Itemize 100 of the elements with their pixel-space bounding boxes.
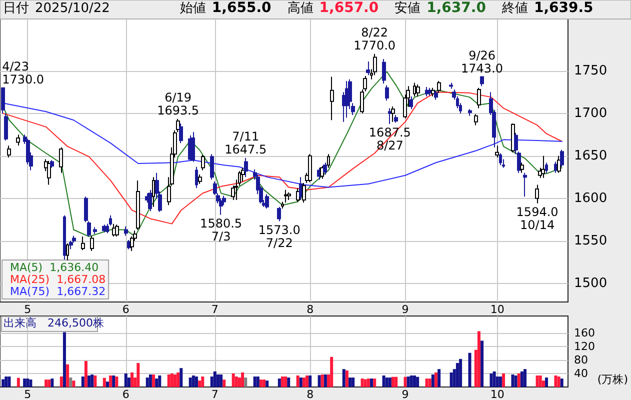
candlestick <box>241 167 245 182</box>
text: 終値 <box>500 1 528 16</box>
x-tick-label: 7 <box>211 303 218 316</box>
candlestick <box>148 189 152 212</box>
x-tick-label: 9 <box>402 388 409 400</box>
bar <box>66 364 70 387</box>
candlestick <box>63 214 66 260</box>
bar <box>26 378 30 387</box>
candlestick <box>198 174 202 184</box>
bar <box>287 378 290 387</box>
candlestick <box>195 166 198 189</box>
bar <box>385 378 388 387</box>
bar <box>262 380 266 387</box>
bar <box>84 360 88 387</box>
bar <box>514 376 518 387</box>
bar <box>112 376 116 387</box>
bar <box>136 362 140 387</box>
bar <box>81 376 84 387</box>
bar <box>299 378 302 387</box>
candlestick <box>81 236 85 251</box>
x-tick-label: 8 <box>306 303 314 316</box>
bar <box>44 380 48 387</box>
bar <box>520 371 524 387</box>
candlestick <box>477 87 481 109</box>
bar <box>438 369 441 387</box>
candlestick <box>320 166 324 180</box>
bar <box>69 378 72 387</box>
y-tick-label: 40 <box>574 366 588 380</box>
bar <box>284 376 288 387</box>
bar <box>296 376 300 387</box>
bar <box>72 380 76 387</box>
bar <box>524 369 527 387</box>
bar <box>48 380 51 387</box>
bar <box>220 374 223 387</box>
bar <box>90 374 94 387</box>
bar <box>477 331 480 387</box>
candlestick <box>499 152 502 166</box>
candlestick <box>541 155 545 178</box>
candlestick <box>244 157 248 178</box>
bar <box>176 372 180 387</box>
x-tick-label: 9 <box>402 303 409 316</box>
candlestick <box>281 201 284 210</box>
bar <box>115 376 118 387</box>
bar <box>256 376 260 387</box>
bar <box>492 371 496 387</box>
bar <box>234 376 238 387</box>
candlestick <box>90 235 94 252</box>
candlestick <box>287 192 291 201</box>
candlestick <box>382 58 386 84</box>
annotation: 1573.0 7/22 <box>258 222 300 250</box>
bar <box>382 376 386 387</box>
annotation: 7/11 1647.5 <box>224 129 267 156</box>
text: 1,639.5 <box>534 0 594 16</box>
bar <box>320 374 324 387</box>
bar <box>167 374 170 387</box>
text: 高値 <box>287 0 314 16</box>
chart-title: 出来高 246,500株 <box>4 316 104 330</box>
candlestick <box>284 189 287 204</box>
bar <box>554 376 558 387</box>
bar <box>102 378 106 387</box>
bar <box>302 378 306 387</box>
bar <box>391 376 394 387</box>
bar <box>394 376 398 387</box>
y-tick-label: 1600 <box>574 190 608 206</box>
bar <box>148 374 152 387</box>
candlestick <box>495 145 499 158</box>
bar <box>468 352 472 387</box>
bar <box>130 372 134 387</box>
candlestick <box>179 123 183 144</box>
bar <box>278 378 281 387</box>
bar <box>490 373 493 387</box>
candlestick <box>480 76 484 87</box>
bar <box>348 378 352 387</box>
bar <box>545 378 548 387</box>
text: 1,637.0 <box>426 0 486 16</box>
x-tick-label: 6 <box>122 303 130 316</box>
candlestick <box>302 182 306 204</box>
candlestick <box>176 118 180 133</box>
bar <box>538 376 542 387</box>
bar <box>342 369 346 387</box>
bar <box>222 380 226 387</box>
bar <box>146 378 149 387</box>
x-tick-label: 7 <box>211 388 218 400</box>
bar <box>94 376 97 387</box>
candlestick <box>523 172 527 198</box>
candlestick <box>152 176 155 208</box>
bar <box>62 332 66 387</box>
candlestick <box>535 184 539 204</box>
candlestick <box>59 146 63 174</box>
candlestick <box>136 180 140 230</box>
candlestick <box>7 145 11 158</box>
bar <box>517 373 520 387</box>
candlestick <box>373 53 377 76</box>
bar <box>194 376 198 387</box>
y-tick-label: 1650 <box>574 148 608 164</box>
bar <box>198 380 202 387</box>
bar <box>412 376 416 387</box>
bar <box>431 374 434 387</box>
bar <box>106 382 109 387</box>
text: 日付 <box>3 1 29 16</box>
